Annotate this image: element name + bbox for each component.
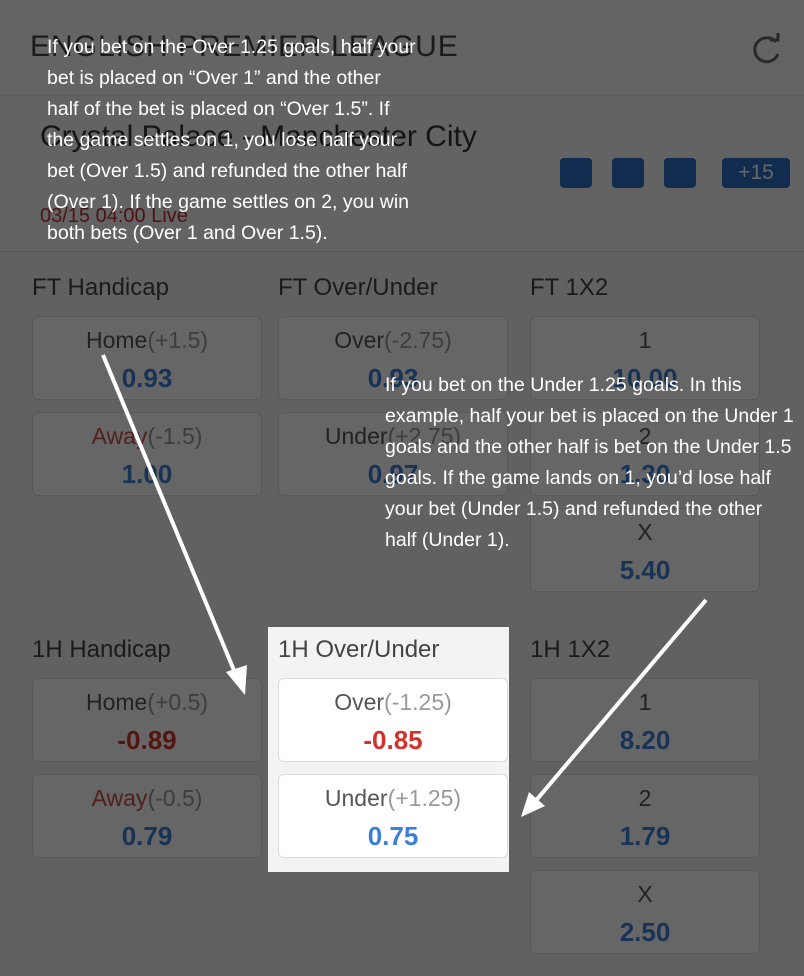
handicap-line: (+1.25)	[387, 785, 462, 811]
option-label: Under(+1.25)	[279, 785, 507, 812]
option-name: Over	[334, 327, 385, 353]
odds: -0.89	[117, 725, 177, 755]
market-title: FT 1X2	[530, 274, 609, 301]
option-label: 1	[531, 689, 759, 716]
annotation: If you bet on the Under 1.25 goals. In t…	[385, 374, 794, 551]
kickoff: 03/15 04:00	[40, 205, 146, 227]
option-name: 2	[638, 785, 652, 811]
option-name: 1	[638, 689, 652, 715]
handicap-line: (-0.5)	[147, 785, 203, 811]
option-name: X	[637, 881, 653, 907]
odds-button[interactable]: 2 1.30	[530, 412, 760, 496]
option-name: Home	[85, 689, 148, 715]
stats-icon[interactable]	[664, 158, 696, 188]
option-name: 1	[638, 327, 652, 353]
handicap-line: (-2.75)	[384, 327, 452, 353]
odds: -0.85	[363, 725, 423, 755]
odds-button[interactable]: 2 1.79	[530, 774, 760, 858]
option-name: 2	[638, 423, 652, 449]
top-bar	[0, 0, 804, 96]
option-label: Away(-0.5)	[33, 785, 261, 812]
odds: 5.40	[619, 555, 671, 585]
odds-button[interactable]: 1 8.20	[530, 678, 760, 762]
odds: 0.79	[121, 821, 173, 851]
handicap-line: (+2.75)	[387, 423, 462, 449]
odds: 1.30	[619, 459, 671, 489]
video-icon[interactable]	[612, 158, 644, 188]
arrow	[101, 354, 240, 681]
odds: 8.20	[619, 725, 671, 755]
arrow-head	[226, 665, 247, 695]
handicap-line: (-1.25)	[384, 689, 452, 715]
market-title: FT Over/Under	[278, 274, 438, 301]
odds: 0.75	[367, 821, 419, 851]
option-label: 1	[531, 327, 759, 354]
option-label: X	[531, 881, 759, 908]
option-name: Over	[334, 689, 385, 715]
option-label: 2	[531, 785, 759, 812]
odds-button[interactable]: Away(-1.5) 1.00	[32, 412, 262, 496]
teams: Crystal Palace - Manchester City	[40, 120, 477, 153]
handicap-line: (-1.5)	[147, 423, 203, 449]
arrow-head	[521, 792, 545, 817]
odds-button[interactable]: Under(+2.75) 0.97	[278, 412, 508, 496]
odds: 0.93	[121, 363, 173, 393]
odds: 10.00	[612, 363, 678, 393]
option-label: Over(-2.75)	[279, 327, 507, 354]
odds-button[interactable]: Away(-0.5) 0.79	[32, 774, 262, 858]
option-name: Under	[324, 785, 388, 811]
odds-button[interactable]: X 5.40	[530, 508, 760, 592]
market-title: 1H Over/Under	[278, 636, 440, 663]
option-label: X	[531, 519, 759, 546]
option-name: X	[637, 519, 653, 545]
odds: 2.50	[619, 917, 671, 947]
match-time: 03/15 04:00 Live	[40, 205, 188, 228]
arrow	[531, 598, 708, 806]
cash-icon[interactable]	[560, 158, 592, 188]
annotation: If you bet on the Over 1.25 goals, half …	[47, 36, 416, 244]
odds-button[interactable]: Over(-1.25) -0.85	[278, 678, 508, 762]
odds: 1.79	[619, 821, 671, 851]
odds-button[interactable]: Under(+1.25) 0.75	[278, 774, 508, 858]
option-name: Home	[85, 327, 148, 353]
refresh-button[interactable]	[748, 32, 784, 68]
market-title: FT Handicap	[32, 274, 169, 301]
handicap-line: (+0.5)	[147, 689, 209, 715]
odds-button[interactable]: Home(+0.5) -0.89	[32, 678, 262, 762]
market-title: 1H 1X2	[530, 636, 611, 663]
odds-button[interactable]: Home(+1.5) 0.93	[32, 316, 262, 400]
home-team: Crystal Palace	[40, 120, 234, 153]
option-name: Away	[91, 785, 148, 811]
option-label: Under(+2.75)	[279, 423, 507, 450]
more-markets[interactable]: +15	[722, 158, 790, 188]
odds-button[interactable]: X 2.50	[530, 870, 760, 954]
odds-button[interactable]: 1 10.00	[530, 316, 760, 400]
option-name: Under	[324, 423, 388, 449]
away-team: Manchester City	[260, 120, 477, 153]
option-label: Home(+0.5)	[33, 689, 261, 716]
odds: 0.97	[367, 459, 419, 489]
handicap-line: (+1.5)	[147, 327, 209, 353]
status: Live	[151, 205, 188, 227]
league-title: ENGLISH PREMIER LEAGUE	[30, 30, 459, 63]
market-title: 1H Handicap	[32, 636, 171, 663]
option-label: Over(-1.25)	[279, 689, 507, 716]
odds: 0.93	[367, 363, 419, 393]
odds-button[interactable]: Over(-2.75) 0.93	[278, 316, 508, 400]
option-label: Home(+1.5)	[33, 327, 261, 354]
option-label: 2	[531, 423, 759, 450]
